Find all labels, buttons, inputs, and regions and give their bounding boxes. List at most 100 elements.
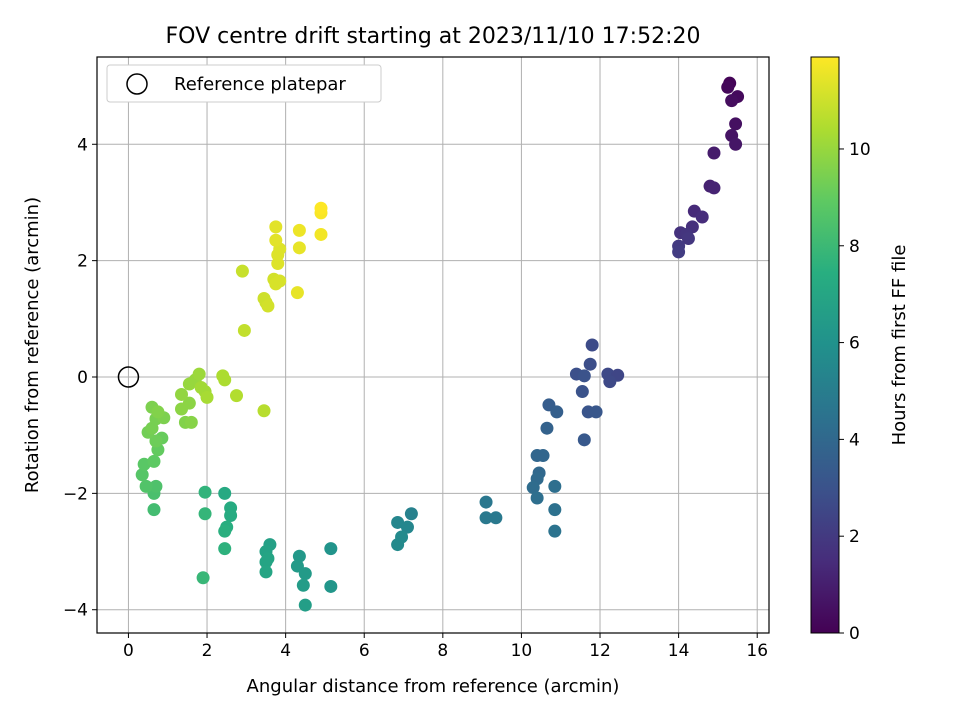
grid-lines — [97, 57, 769, 633]
data-point — [290, 286, 304, 300]
data-point — [218, 524, 232, 538]
data-point — [324, 542, 338, 556]
x-tick-label: 2 — [202, 641, 213, 661]
colorbar-tick-label: 0 — [849, 624, 860, 644]
data-point — [139, 479, 153, 493]
data-point — [577, 369, 591, 383]
data-point — [147, 503, 161, 517]
x-tick-label: 8 — [437, 641, 448, 661]
y-tick-label: 2 — [77, 252, 88, 272]
colorbar-ticks: 0 2 4 6 8 10 — [839, 140, 871, 644]
data-point — [314, 227, 328, 241]
data-point — [218, 373, 232, 387]
data-point — [589, 405, 603, 419]
y-tick-label: 4 — [77, 135, 88, 155]
data-point — [259, 565, 273, 579]
data-point — [273, 274, 287, 288]
data-point — [292, 223, 306, 237]
data-point — [729, 137, 743, 151]
data-point — [725, 94, 739, 108]
data-point — [577, 433, 591, 447]
data-point — [548, 503, 562, 517]
data-point — [192, 367, 206, 381]
data-point — [479, 511, 493, 525]
legend-label: Reference platepar — [174, 74, 346, 95]
data-point — [583, 357, 597, 371]
data-point — [135, 468, 149, 482]
data-point — [404, 507, 418, 521]
data-point — [230, 389, 244, 403]
legend-box — [106, 64, 382, 103]
legend-reference-icon — [126, 73, 148, 95]
data-point — [269, 233, 283, 247]
data-point — [550, 405, 564, 419]
data-point — [198, 485, 212, 499]
colorbar-tick-label: 4 — [849, 430, 860, 450]
legend: Reference platepar — [106, 64, 382, 103]
data-point — [536, 449, 550, 463]
data-point — [681, 232, 695, 246]
data-point — [218, 486, 232, 500]
data-point — [526, 481, 540, 495]
y-tick-label: −4 — [63, 601, 88, 621]
data-point — [184, 415, 198, 429]
data-point — [721, 80, 735, 94]
chart-title: FOV centre drift starting at 2023/11/10 … — [166, 24, 701, 49]
x-tick-label: 0 — [123, 641, 134, 661]
x-tick-label: 16 — [746, 641, 768, 661]
x-tick-label: 10 — [511, 641, 533, 661]
data-point — [237, 323, 251, 337]
data-point — [707, 181, 721, 195]
data-point — [391, 515, 405, 529]
data-point — [540, 421, 554, 435]
x-tick-label: 4 — [280, 641, 291, 661]
plot-frame — [96, 56, 770, 634]
y-tick-label: 0 — [77, 368, 88, 388]
data-point — [224, 508, 238, 522]
data-point — [259, 555, 273, 569]
data-point — [548, 524, 562, 538]
data-point — [218, 542, 232, 556]
data-point — [149, 479, 163, 493]
colorbar-tick-label: 8 — [849, 237, 860, 257]
x-axis-label: Angular distance from reference (arcmin) — [247, 676, 620, 697]
data-point — [672, 245, 686, 259]
x-axis-ticks: 0 2 4 6 8 10 12 14 16 — [123, 633, 768, 661]
colorbar-gradient — [810, 56, 840, 634]
data-point — [292, 549, 306, 563]
y-axis-label: Rotation from reference (arcmin) — [22, 197, 43, 493]
data-point — [314, 201, 328, 215]
colorbar: 0 2 4 6 8 10 Hours from first FF file — [810, 56, 910, 644]
data-point — [151, 405, 165, 419]
data-points — [135, 76, 745, 612]
data-point — [548, 479, 562, 493]
data-point — [575, 385, 589, 399]
data-point — [200, 390, 214, 404]
colorbar-tick-label: 6 — [849, 334, 860, 354]
y-axis-ticks: −4 −2 0 2 4 — [63, 135, 97, 621]
data-point — [182, 396, 196, 410]
data-point — [530, 491, 544, 505]
data-point — [479, 495, 493, 509]
x-tick-label: 12 — [589, 641, 611, 661]
data-point — [707, 146, 721, 160]
data-point — [149, 434, 163, 448]
data-point — [298, 567, 312, 581]
data-point — [296, 578, 310, 592]
data-point — [235, 264, 249, 278]
data-point — [400, 520, 414, 534]
reference-marker — [117, 366, 140, 388]
data-point — [729, 117, 743, 131]
colorbar-tick-label: 2 — [849, 527, 860, 547]
data-point — [198, 507, 212, 521]
data-point — [174, 387, 188, 401]
colorbar-label: Hours from first FF file — [889, 245, 910, 446]
colorbar-tick-label: 10 — [849, 140, 871, 160]
data-point — [585, 338, 599, 352]
data-point — [695, 210, 709, 224]
data-point — [147, 454, 161, 468]
data-point — [269, 220, 283, 234]
data-point — [261, 299, 275, 313]
y-tick-label: −2 — [63, 484, 88, 504]
